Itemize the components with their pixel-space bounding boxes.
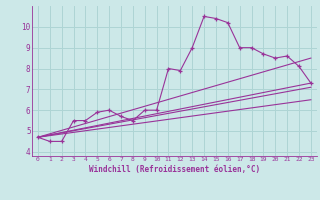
X-axis label: Windchill (Refroidissement éolien,°C): Windchill (Refroidissement éolien,°C) [89,165,260,174]
